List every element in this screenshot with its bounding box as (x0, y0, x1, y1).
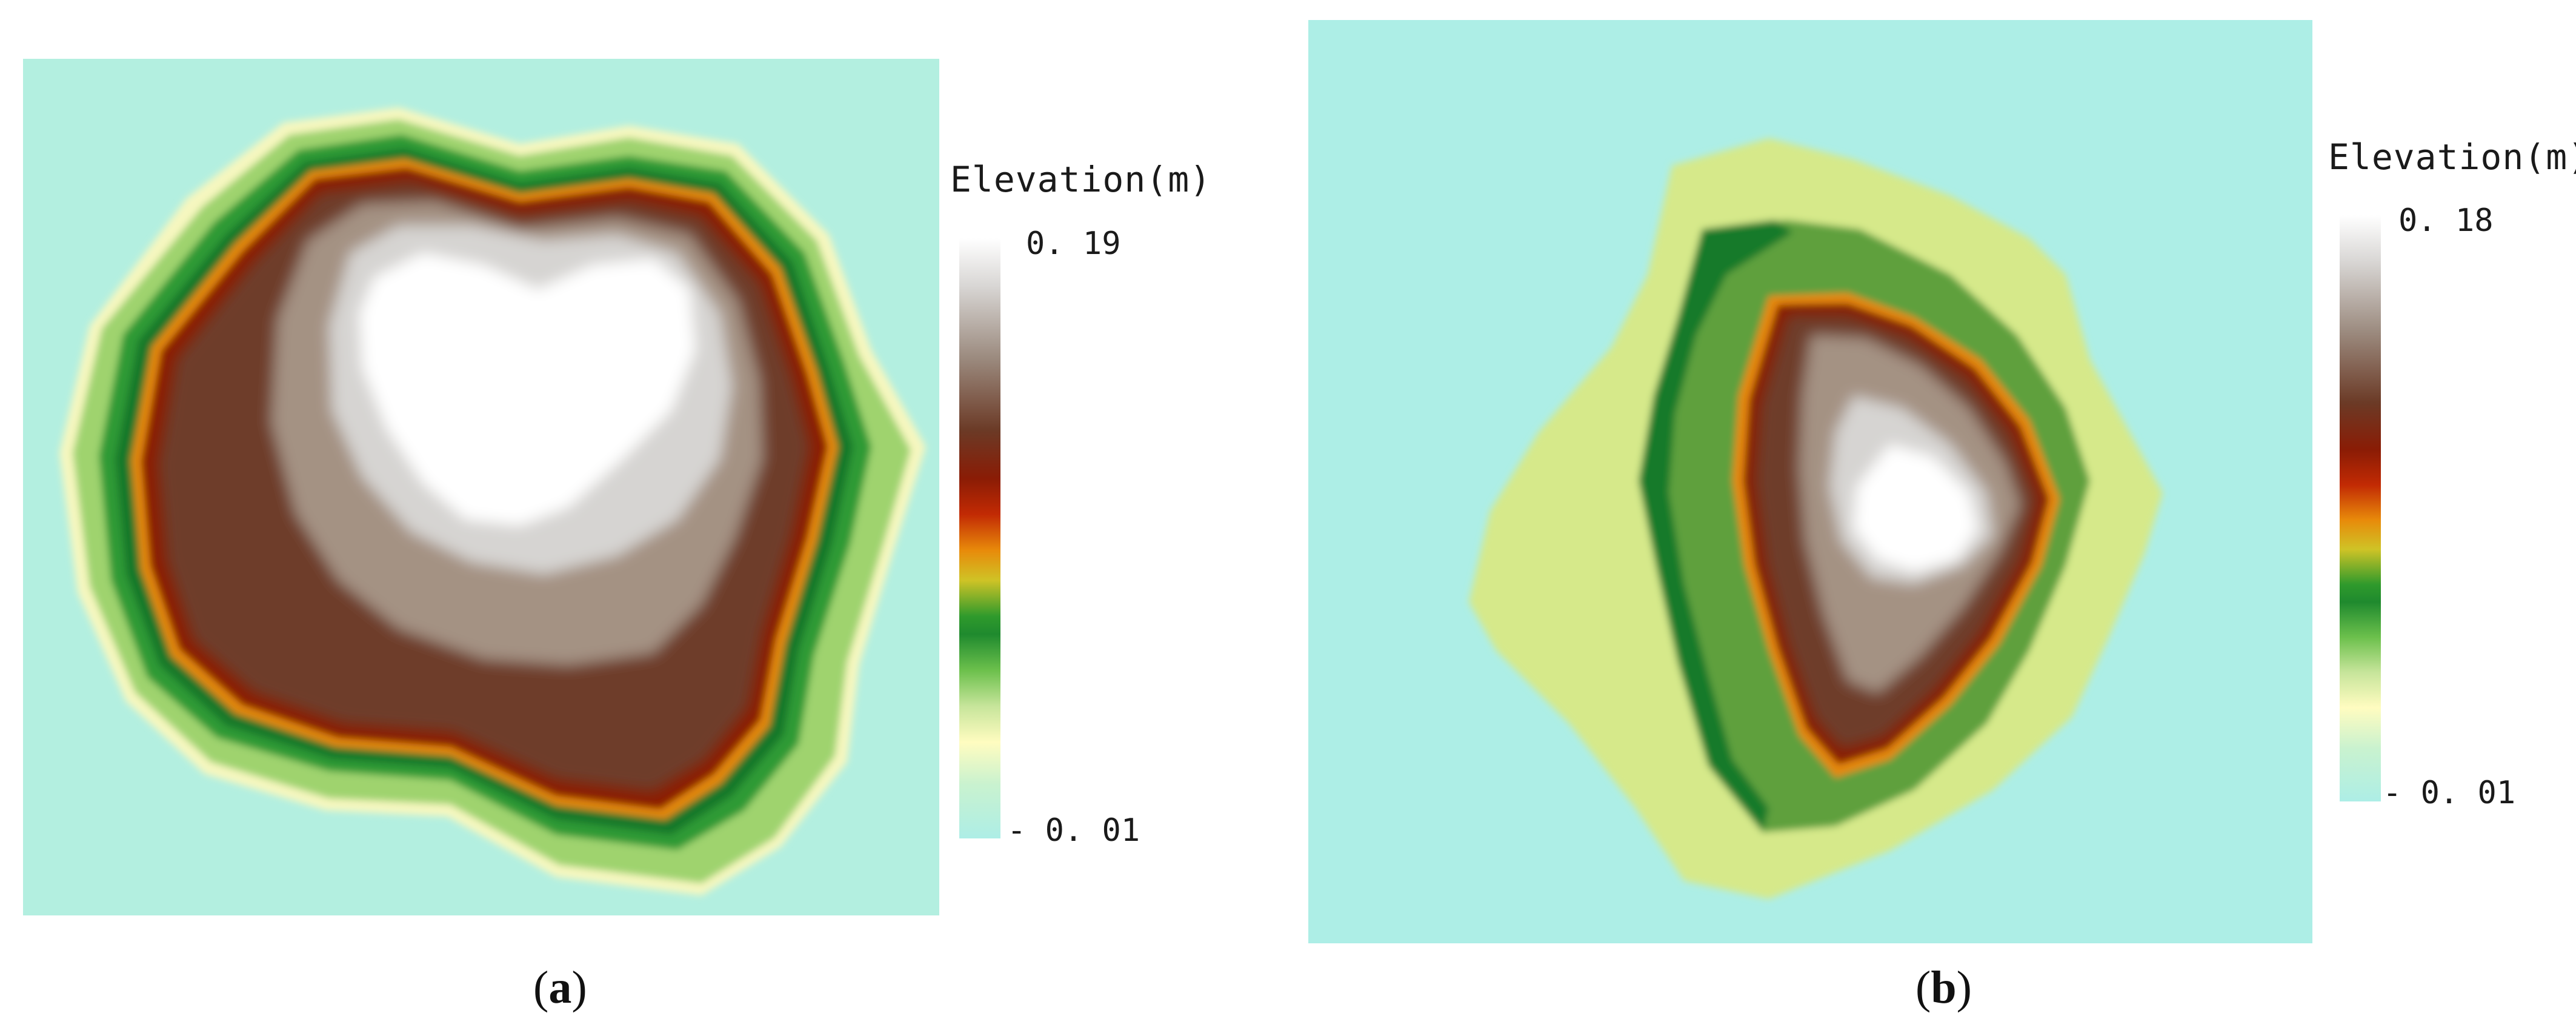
subfigure-caption-b: (b) (1915, 961, 1972, 1014)
map-b-dark-green-edge (1639, 220, 1793, 832)
caption-a-letter: a (548, 962, 572, 1013)
map-b-white-peak (1854, 444, 1978, 572)
map-a-white-peak (359, 253, 696, 526)
panel-b: Elevation(m) 0. 18 - 0. 01 (b) (1273, 0, 2576, 1030)
legend-b-colorbar (2340, 215, 2381, 801)
legend-b-min-label: - 0. 01 (2383, 775, 2516, 811)
legend-a-max-label: 0. 19 (1026, 226, 1121, 262)
caption-b-close: ) (1956, 962, 1972, 1013)
caption-a-close: ) (571, 962, 587, 1013)
elevation-map-a (23, 59, 939, 915)
caption-a-open: ( (533, 962, 549, 1013)
legend-b-title: Elevation(m) (2328, 136, 2576, 178)
legend-a-title: Elevation(m) (950, 159, 1212, 200)
elevation-map-b (1308, 20, 2312, 943)
panel-a: Elevation(m) 0. 19 - 0. 01 (a) (0, 0, 1273, 1030)
caption-b-letter: b (1931, 962, 1957, 1013)
legend-a-min-label: - 0. 01 (1007, 812, 1140, 849)
subfigure-caption-a: (a) (533, 961, 587, 1014)
legend-a-colorbar (959, 238, 1000, 838)
legend-b-max-label: 0. 18 (2398, 202, 2494, 239)
caption-b-open: ( (1915, 962, 1931, 1013)
